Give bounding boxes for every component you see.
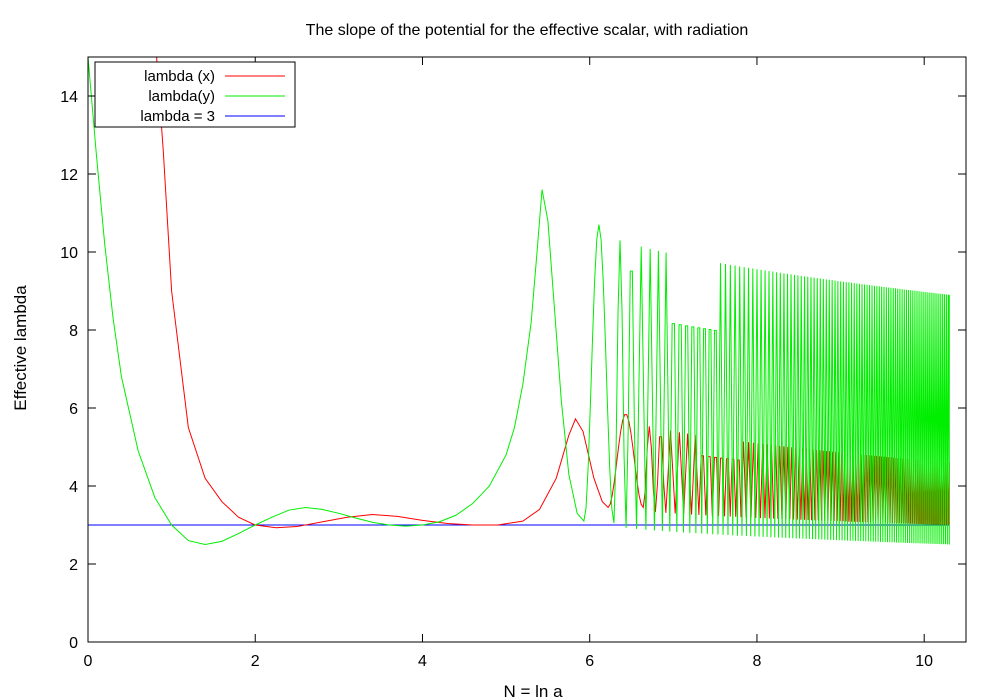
- legend-label: lambda = 3: [140, 108, 215, 125]
- y-tick-label: 14: [60, 89, 78, 106]
- chart-title: The slope of the potential for the effec…: [306, 22, 749, 39]
- x-tick-label: 0: [84, 653, 93, 670]
- y-tick-label: 10: [60, 245, 78, 262]
- x-tick-label: 2: [251, 653, 260, 670]
- y-tick-label: 2: [69, 557, 78, 574]
- y-tick-label: 0: [69, 635, 78, 652]
- series-layer: [87, 56, 950, 546]
- x-axis-label: N = ln a: [503, 682, 563, 700]
- legend-label: lambda(y): [148, 88, 215, 105]
- y-tick-label: 8: [69, 323, 78, 340]
- legend: lambda (x) lambda(y) lambda = 3: [94, 61, 296, 128]
- x-tick-label: 4: [418, 653, 427, 670]
- y-tick-label: 12: [60, 167, 78, 184]
- x-tick-label: 10: [915, 653, 933, 670]
- y-tick-label: 6: [69, 401, 78, 418]
- plot-frame: [87, 56, 967, 643]
- x-tick-label: 6: [585, 653, 594, 670]
- y-tick-label: 4: [69, 479, 78, 496]
- x-tick-label: 8: [752, 653, 761, 670]
- legend-label: lambda (x): [144, 68, 215, 85]
- y-axis-label: Effective lambda: [11, 285, 30, 411]
- series-line-0: [156, 56, 950, 529]
- ticks-layer: 0 2 4 6 8 10 0 2 4 6 8 10 12 14: [60, 57, 966, 670]
- series-line-1: [87, 56, 950, 546]
